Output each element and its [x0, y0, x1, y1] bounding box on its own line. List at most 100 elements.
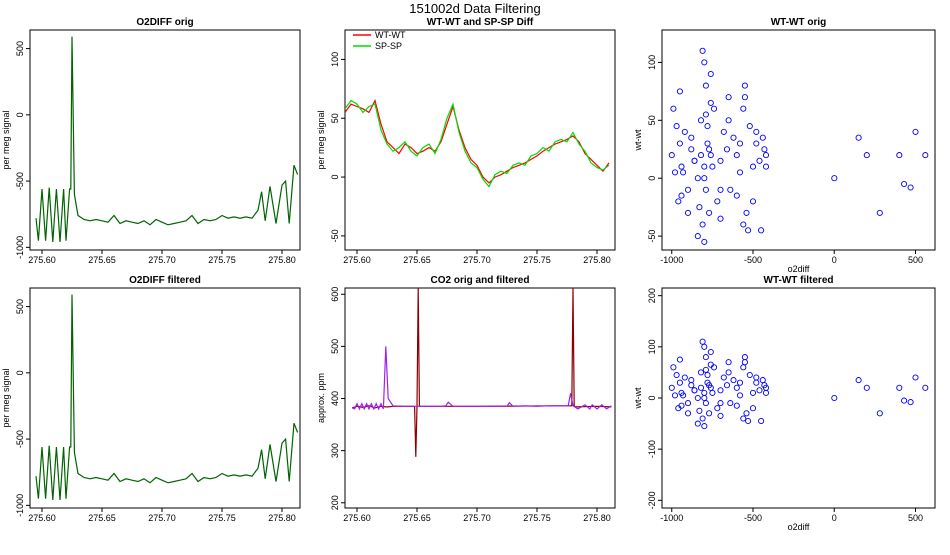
- y-tick-label: 0: [15, 112, 25, 117]
- scatter-point: [749, 389, 757, 396]
- scatter-point: [704, 140, 711, 147]
- scatter-point: [678, 163, 685, 170]
- scatter-point: [710, 105, 718, 112]
- plot-frame: [661, 29, 936, 251]
- y-tick-label: 500: [15, 41, 25, 56]
- scatter-point: [673, 371, 680, 379]
- scatter-point: [727, 400, 734, 407]
- x-tick-label: 275.65: [88, 513, 116, 523]
- x-tick-label: 0: [832, 255, 837, 265]
- series-line-sp-sp: [345, 99, 610, 188]
- scatter-point: [702, 400, 709, 407]
- scatter-point: [736, 379, 744, 386]
- y-tick-label: 100: [647, 55, 657, 70]
- scatter-point: [743, 410, 750, 417]
- scatter-point: [740, 105, 747, 112]
- scatter-point: [741, 359, 748, 366]
- scatter-point: [743, 209, 750, 216]
- y-tick-label: 50: [647, 115, 657, 125]
- y-tick-label: 400: [330, 391, 340, 406]
- scatter-point: [671, 169, 679, 176]
- scatter-point: [725, 369, 732, 376]
- scatter-point: [668, 384, 675, 391]
- scatter-point: [717, 387, 724, 394]
- scatter-point: [697, 369, 705, 376]
- scatter-point: [707, 152, 714, 159]
- scatter-point: [707, 99, 714, 106]
- x-axis-label: o2diff: [788, 264, 810, 274]
- scatter-point: [741, 354, 748, 361]
- scatter-point: [675, 198, 682, 205]
- scatter-point: [670, 105, 677, 112]
- scatter-point: [725, 359, 732, 366]
- panel-o2diff-filtered: O2DIFF filtered per meg signal 275.60 275.6…: [1, 275, 301, 523]
- scatter-point: [688, 382, 695, 389]
- scatter-point: [922, 384, 929, 391]
- y-tick-label: -1000: [15, 494, 25, 517]
- scatter-point: [717, 186, 724, 193]
- scatter-point: [694, 394, 701, 402]
- plot-frame: [29, 287, 301, 509]
- scatter-point: [741, 94, 748, 101]
- scatter-point: [912, 128, 919, 135]
- x-tick-label: -500: [744, 255, 762, 265]
- scatter-point: [684, 410, 692, 417]
- scatter-point: [704, 371, 711, 379]
- scatter-point: [746, 123, 753, 130]
- scatter-point: [704, 123, 711, 130]
- y-tick-label: -100: [647, 440, 657, 458]
- scatter-point: [736, 392, 744, 399]
- scatter-point: [709, 163, 716, 170]
- scatter-point: [736, 169, 744, 176]
- scatter-point: [691, 387, 698, 394]
- scatter-point: [702, 366, 709, 373]
- scatter-point: [694, 420, 701, 427]
- scatter-point: [876, 410, 883, 417]
- scatter-point: [696, 204, 703, 211]
- scatter-point: [759, 377, 766, 384]
- y-tick-label: -50: [330, 229, 340, 242]
- panel-o2diff-orig: O2DIFF orig per meg signal 275.60 275.65 275…: [1, 17, 301, 265]
- scatter-point: [701, 423, 708, 430]
- y-axis-label: per meg signal: [1, 368, 11, 427]
- scatter-point: [702, 111, 709, 118]
- legend-entry: WT-WT: [375, 30, 406, 40]
- scatter-point: [717, 157, 724, 164]
- scatter-point: [762, 152, 770, 159]
- scatter-point: [745, 417, 752, 425]
- scatter-point: [733, 384, 740, 391]
- scatter-point: [855, 377, 862, 384]
- scatter-point: [707, 70, 714, 78]
- scatter-point: [707, 361, 714, 368]
- scatter-point: [730, 377, 737, 384]
- y-axis-label: approx. ppm: [316, 373, 326, 423]
- y-tick-label: -1000: [15, 236, 25, 259]
- y-tick-label: 100: [330, 52, 340, 67]
- scatter-point: [753, 379, 760, 386]
- panel-title: WT-WT and SP-SP Diff: [427, 17, 534, 28]
- scatter-point: [676, 140, 683, 147]
- scatter-point: [922, 152, 929, 159]
- scatter-point: [749, 405, 757, 412]
- y-tick-label: 600: [330, 287, 340, 302]
- panel-title: CO2 orig and filtered: [431, 275, 530, 286]
- panel-title: WT-WT filtered: [764, 275, 834, 286]
- x-tick-label: -1000: [660, 255, 683, 265]
- x-tick-label: 275.65: [88, 255, 116, 265]
- scatter-point: [753, 374, 760, 381]
- y-tick-label: -200: [647, 491, 657, 509]
- scatter-point: [699, 221, 706, 228]
- y-tick-label: -500: [15, 430, 25, 448]
- scatter-point: [723, 382, 731, 389]
- scatter-point: [701, 175, 708, 182]
- plot-area: [668, 47, 929, 245]
- scatter-point: [746, 371, 753, 379]
- scatter-point: [707, 348, 714, 356]
- scatter-point: [702, 354, 709, 361]
- x-tick-label: 275.60: [28, 513, 56, 523]
- scatter-point: [717, 400, 724, 407]
- scatter-point: [706, 209, 713, 216]
- scatter-point: [694, 233, 701, 240]
- scatter-point: [725, 94, 732, 101]
